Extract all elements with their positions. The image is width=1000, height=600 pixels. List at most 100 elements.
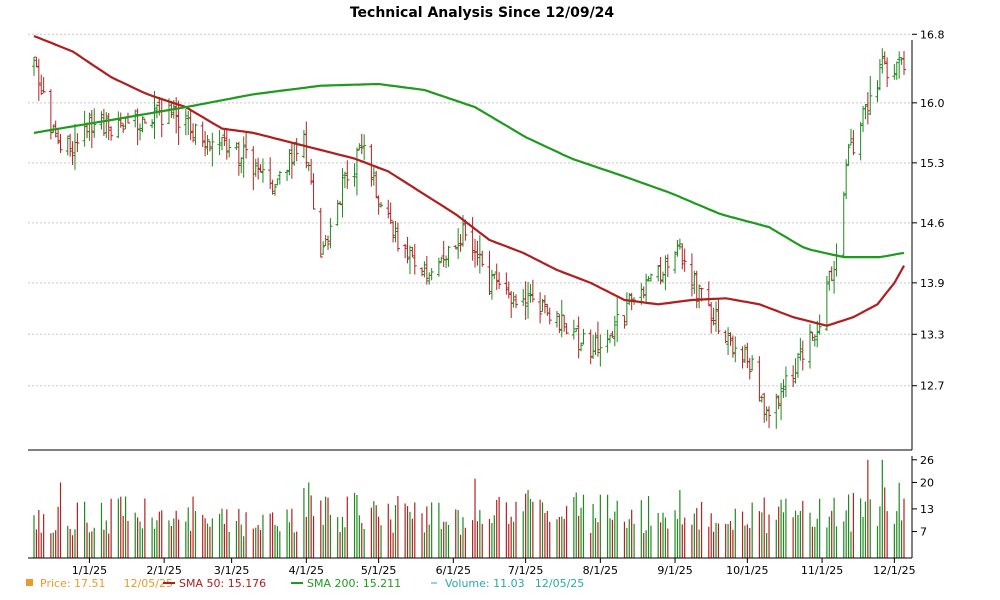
price-bar <box>104 112 109 139</box>
price-bar <box>294 138 299 162</box>
volume-tick-label: 7 <box>920 526 927 539</box>
price-bar <box>270 179 275 195</box>
price-bar <box>251 146 256 191</box>
price-bar <box>456 228 461 259</box>
price-bar <box>562 314 567 332</box>
price-bar <box>554 310 559 328</box>
price-bar <box>595 321 600 357</box>
price-bar <box>591 335 596 359</box>
price-bar <box>391 220 396 243</box>
price-bar <box>694 270 699 309</box>
price-bar <box>379 201 384 208</box>
price-bar <box>810 331 815 341</box>
price-bar <box>311 173 316 210</box>
price-bar <box>598 334 603 367</box>
price-bar <box>188 110 193 141</box>
price-bar <box>410 246 415 258</box>
price-bar <box>559 299 564 338</box>
volume-tick-label: 26 <box>920 454 934 467</box>
price-bar <box>658 256 663 285</box>
price-bar <box>576 316 581 359</box>
price-bar <box>697 284 702 309</box>
price-bar <box>622 315 627 329</box>
volume-tick-label: 20 <box>920 476 934 489</box>
price-bar <box>121 123 126 133</box>
price-bar <box>644 273 649 304</box>
price-bar <box>511 291 516 308</box>
price-bar <box>711 307 716 326</box>
price-bar <box>542 295 547 314</box>
chart-title: Technical Analysis Since 12/09/24 <box>350 5 615 21</box>
price-bar <box>579 342 584 352</box>
price-tick-label: 14.6 <box>920 217 945 230</box>
price-bar <box>747 357 752 380</box>
price-bar <box>388 202 393 225</box>
price-bar <box>783 366 788 397</box>
price-bar <box>338 201 343 206</box>
price-bar <box>506 281 511 299</box>
price-bar <box>610 330 615 338</box>
price-bar <box>545 303 550 316</box>
price-bar <box>183 108 188 136</box>
price-bar <box>207 140 212 152</box>
price-bar <box>193 123 198 145</box>
price-bar <box>159 99 164 138</box>
price-bar <box>800 340 805 371</box>
legend-date: 12/05/25 <box>124 577 173 590</box>
price-bar <box>219 136 224 151</box>
price-bar <box>795 352 800 378</box>
price-bar <box>306 162 311 172</box>
price-bar <box>473 238 478 268</box>
price-bar <box>352 163 357 187</box>
price-bar <box>624 292 629 326</box>
grid-lines <box>28 33 912 387</box>
price-bar <box>605 329 610 353</box>
price-bar <box>513 294 518 309</box>
price-bar <box>56 129 61 145</box>
legend-label: Volume: 11.03 <box>445 577 525 590</box>
legend: Price: 17.51 12/05/25 SMA 50: 15.176 SMA 20… <box>26 577 584 590</box>
price-bar <box>677 238 682 250</box>
price-bar <box>326 235 331 251</box>
price-bar <box>260 158 265 183</box>
price-bar <box>812 334 817 347</box>
price-bar <box>774 393 779 429</box>
price-bar <box>781 379 786 398</box>
price-bar <box>593 332 598 356</box>
price-bar <box>441 240 446 268</box>
price-bar <box>730 335 735 358</box>
price-bar <box>354 147 359 196</box>
price-bar <box>222 130 227 147</box>
price-bar <box>133 109 138 128</box>
price-bar <box>376 195 381 215</box>
price-bar <box>494 263 499 290</box>
price-bars <box>32 48 906 429</box>
price-bar <box>210 132 215 167</box>
sma50-line <box>33 34 905 327</box>
price-bar <box>540 298 545 312</box>
price-bar <box>99 111 104 130</box>
price-bar <box>374 170 379 199</box>
price-bar <box>138 123 143 141</box>
price-bar <box>89 109 94 149</box>
axes: 16.8 16.0 15.3 14.6 13.9 13.3 12.7 26 20 13 7 1/1/2… <box>28 28 945 577</box>
price-bar <box>224 129 229 160</box>
price-bar <box>359 133 364 155</box>
price-bar <box>899 57 904 65</box>
price-bar <box>487 250 492 296</box>
price-bar <box>875 80 880 103</box>
price-bar <box>395 222 400 252</box>
price-bar <box>858 121 863 161</box>
price-bar <box>403 244 408 259</box>
price-bar <box>581 328 586 345</box>
price-bar <box>453 245 458 250</box>
price-bar <box>477 235 482 274</box>
price-bar <box>538 292 543 324</box>
price-bar <box>34 56 39 68</box>
price-tick-label: 12.7 <box>920 380 945 393</box>
price-bar <box>521 288 526 307</box>
price-bar <box>152 90 157 139</box>
price-bar <box>272 183 277 196</box>
price-bar <box>203 131 208 157</box>
